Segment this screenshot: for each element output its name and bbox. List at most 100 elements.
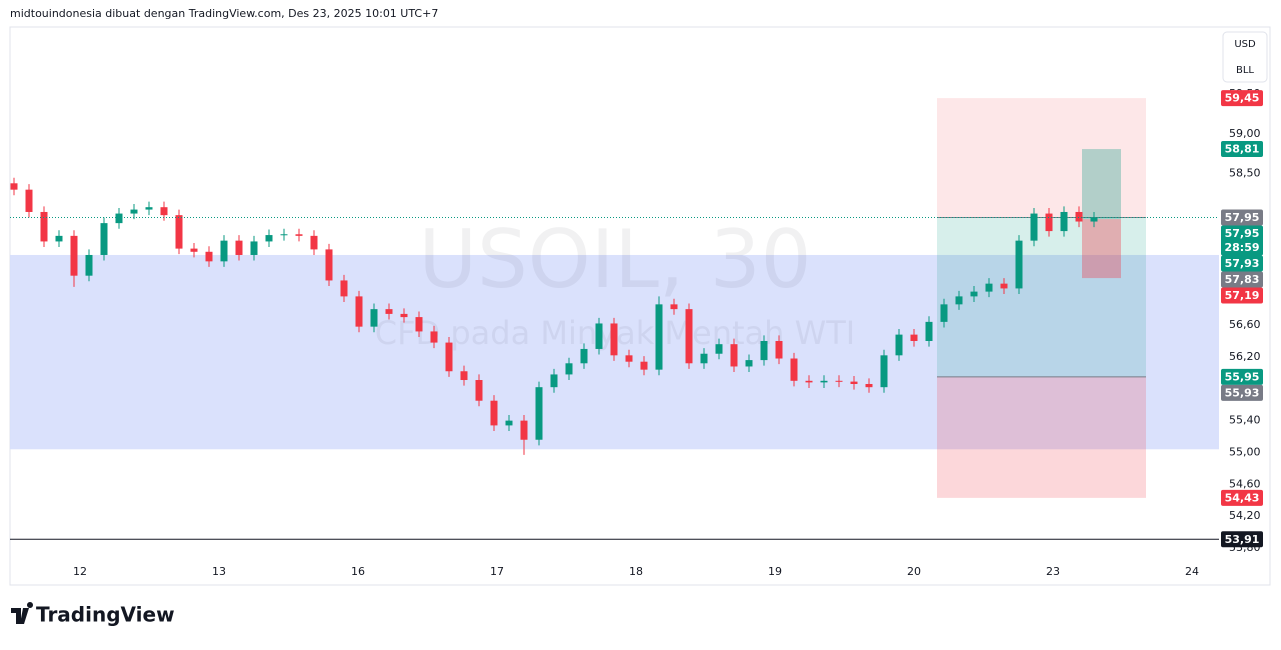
x-tick-label: 24: [1185, 565, 1199, 578]
candle-body: [775, 340, 783, 359]
target-zone: [937, 217, 1146, 377]
candle-body: [295, 234, 303, 236]
candle-body: [1090, 217, 1098, 222]
candle-body: [895, 334, 903, 356]
stop-zone: [937, 376, 1146, 498]
candle-body: [370, 309, 378, 327]
candle-body: [1060, 211, 1068, 232]
candle-body: [145, 207, 153, 210]
price-badge-bg: [1221, 368, 1263, 385]
logo-icon: [11, 602, 34, 624]
candle-body: [880, 355, 888, 388]
x-tick-label: 13: [212, 565, 226, 578]
candle-body: [415, 317, 423, 332]
price-badge-bg: [1221, 531, 1263, 548]
stop-zone: [1082, 219, 1121, 279]
price-badge-label: 57,93: [1225, 257, 1260, 270]
x-tick-label: 16: [351, 565, 365, 578]
candle-body: [595, 323, 603, 349]
candle-body: [310, 235, 318, 250]
price-badge: 54,43: [1221, 489, 1263, 506]
candle-body: [760, 340, 768, 361]
price-badge-label: 59,45: [1225, 92, 1260, 105]
y-tick-label: 56,20: [1229, 350, 1261, 363]
y-tick-label: 56,60: [1229, 318, 1261, 331]
y-tick-label: 54,60: [1229, 477, 1261, 490]
currency-box[interactable]: USD BLL: [1222, 31, 1268, 83]
price-badge-label: 57,95: [1225, 211, 1260, 224]
candle-body: [1015, 240, 1023, 289]
candle-body: [865, 383, 873, 388]
y-tick-label: 54,20: [1229, 509, 1261, 522]
price-badge: 55,95: [1221, 368, 1263, 385]
candle-body: [55, 235, 63, 242]
candle-body: [40, 211, 48, 242]
price-badge: 57,93: [1221, 255, 1263, 272]
candle-body: [685, 309, 693, 364]
candle-body: [115, 213, 123, 224]
candle-body: [475, 380, 483, 401]
candle-body: [1075, 211, 1083, 222]
candle-body: [640, 361, 648, 370]
candle-body: [985, 283, 993, 292]
attribution: midtouindonesia dibuat dengan TradingVie…: [10, 7, 438, 20]
candle-body: [85, 254, 93, 276]
price-badge-label: 57,19: [1225, 289, 1260, 302]
candle-body: [70, 235, 78, 276]
price-badge-label: 55,93: [1225, 386, 1260, 399]
candle-body: [940, 304, 948, 322]
candle-body: [10, 183, 18, 190]
x-tick-label: 12: [73, 565, 87, 578]
price-badge-bg: [1221, 271, 1263, 288]
candle-body: [955, 296, 963, 305]
candle-body: [190, 248, 198, 252]
price-badge: 55,93: [1221, 384, 1263, 401]
candle-body: [805, 380, 813, 383]
candle-body: [625, 355, 633, 362]
candle-body: [715, 344, 723, 354]
price-badge-label: 55,95: [1225, 370, 1260, 383]
price-badge: 59,45: [1221, 90, 1263, 107]
candle-body: [175, 215, 183, 249]
candle-body: [490, 400, 498, 426]
candle-body: [925, 321, 933, 341]
price-badge-label: 57,83: [1225, 273, 1260, 286]
candle-body: [400, 313, 408, 318]
y-tick-label: 58,50: [1229, 167, 1261, 180]
target-zone: [1082, 149, 1121, 220]
candle-body: [25, 189, 33, 212]
candle-body: [700, 353, 708, 364]
price-badge: 57,95: [1221, 209, 1263, 226]
candle-body: [550, 374, 558, 388]
candle-body: [670, 304, 678, 310]
candle-body: [460, 371, 468, 381]
price-badge-bg: [1221, 255, 1263, 272]
candle-body: [1030, 213, 1038, 241]
candle-body: [520, 420, 528, 440]
currency-unit: USD: [1234, 39, 1256, 50]
x-tick-label: 20: [907, 565, 921, 578]
candle-body: [100, 223, 108, 255]
candle-body: [355, 296, 363, 327]
price-badge-label: 58,81: [1225, 143, 1260, 156]
price-badge: 58,81: [1221, 141, 1263, 158]
candle-body: [910, 334, 918, 341]
x-tick-label: 18: [629, 565, 643, 578]
price-badge-label: 54,43: [1225, 491, 1260, 504]
price-badge-bg: [1221, 90, 1263, 107]
candle-body: [580, 348, 588, 364]
currency-frame: [1222, 31, 1268, 83]
price-countdown: 28:59: [1224, 241, 1259, 254]
candle-body: [280, 234, 288, 236]
candle-body: [790, 358, 798, 381]
x-tick-label: 17: [490, 565, 504, 578]
stop-zone: [937, 98, 1146, 218]
candle-body: [730, 344, 738, 367]
price-badge: 57,19: [1221, 287, 1263, 304]
logo: TradingView: [11, 602, 175, 627]
price-badge-bg: [1221, 141, 1263, 158]
candle-body: [325, 249, 333, 281]
price-badge-label: 57,95: [1225, 227, 1260, 240]
price-badge-bg: [1221, 489, 1263, 506]
